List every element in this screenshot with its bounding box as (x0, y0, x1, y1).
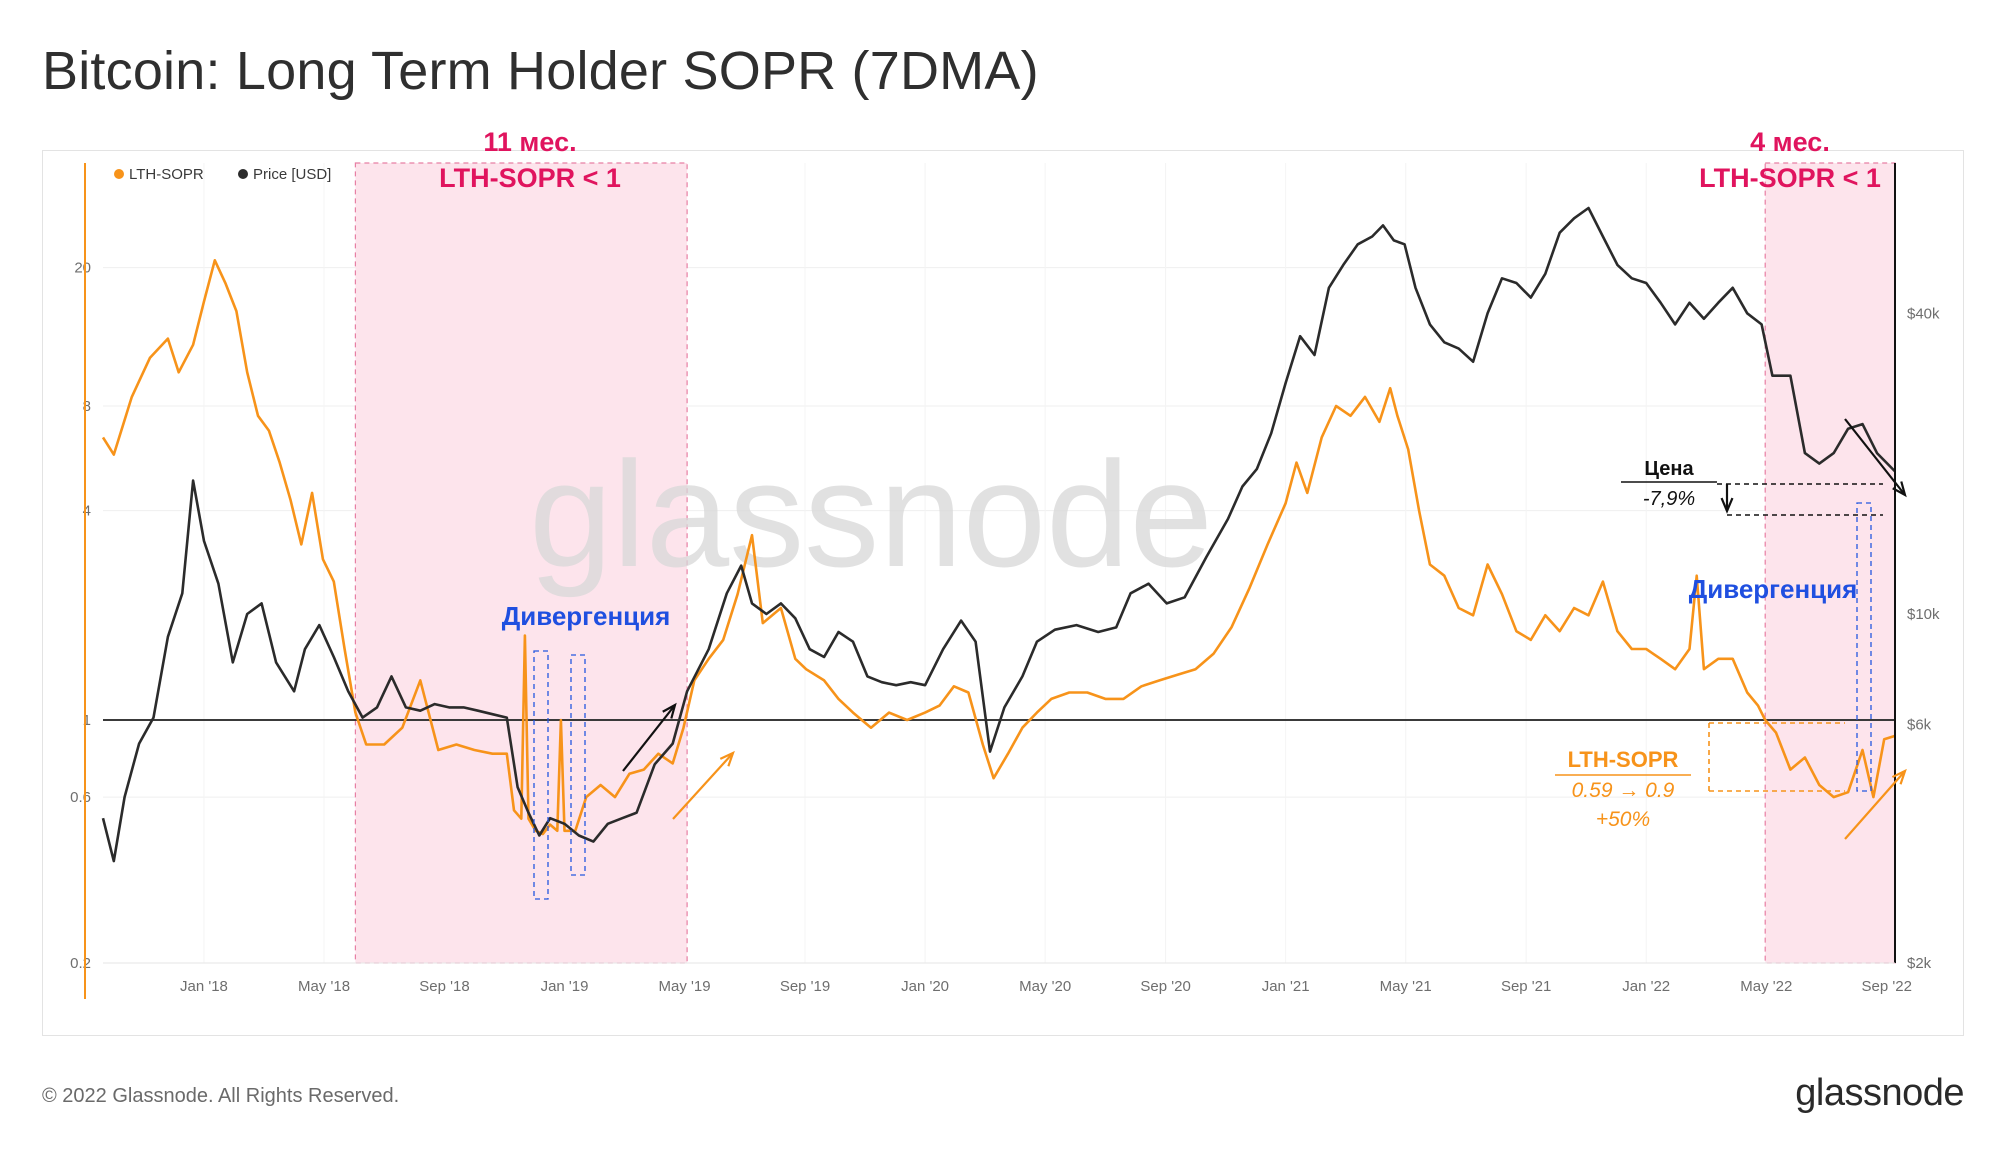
x-tick-label: May '22 (1740, 978, 1792, 995)
x-tick-label: Sep '22 (1862, 978, 1912, 995)
x-tick-label: Jan '19 (541, 978, 589, 995)
annotation-marks (533, 418, 1907, 900)
shaded-period-1 (354, 162, 688, 964)
divergence-arrow-sopr-2 (1844, 770, 1906, 840)
x-tick-label: Jan '20 (901, 978, 949, 995)
y-right-tick-label: $40k (1907, 305, 1940, 322)
x-tick-label: Jan '18 (180, 978, 228, 995)
x-tick-label: May '20 (1019, 978, 1071, 995)
divergence-arrow-sopr-2-head (1891, 768, 1907, 785)
divergence-arrow-price-2 (1844, 418, 1906, 496)
axes: 0.2 0.6 1 4 8 20 $2k $6k $10k $40k Jan '18 May '18 S… (70, 163, 1940, 999)
shaded-period-2 (1764, 162, 1896, 964)
period2-duration: 4 мес. (1750, 127, 1830, 157)
y-right-tick-label: $10k (1907, 606, 1940, 623)
y-left-tick-label: 4 (83, 503, 91, 520)
period2-header: 4 мес. LTH-SOPR < 1 (1660, 124, 1920, 196)
x-tick-label: May '18 (298, 978, 350, 995)
series-line-price (101, 206, 1896, 863)
chart-panel: glassnode 0.2 0.6 1 4 8 20 $2k $6k $10k $40k Jan '… (42, 150, 1964, 1036)
divergence-box-1 (533, 650, 549, 900)
divergence-arrow-sopr-1-head (719, 750, 735, 767)
price-callout-label: Цена (1644, 458, 1694, 480)
price-callout-change: -7,9% (1643, 488, 1695, 510)
sopr-callout-label: LTH-SOPR (1568, 747, 1679, 772)
shaded-periods (354, 162, 1896, 964)
legend-sopr-marker (114, 169, 124, 179)
series-lines (101, 206, 1896, 863)
x-tick-label: Sep '18 (419, 978, 469, 995)
y-left-tick-label: 1 (83, 712, 91, 729)
divergence-arrow-price-2-head (1892, 481, 1907, 498)
y-left-tick-label: 0.6 (70, 789, 91, 806)
x-tick-label: Sep '21 (1501, 978, 1551, 995)
legend-price-label[interactable]: Price [USD] (253, 166, 331, 183)
sopr-callout-pct: +50% (1596, 808, 1650, 831)
legend-price-marker (238, 169, 248, 179)
divergence-arrow-price-1-head (662, 702, 677, 719)
y-left-tick-label: 20 (74, 260, 91, 277)
divergence-label-2: Дивергенция (1689, 574, 1858, 604)
period1-duration: 11 мес. (483, 127, 577, 157)
period2-condition: LTH-SOPR < 1 (1699, 163, 1881, 193)
footer-logo[interactable]: glassnode (1795, 1072, 1964, 1114)
period1-header: 11 мес. LTH-SOPR < 1 (380, 124, 680, 196)
divergence-arrow-price-1 (622, 704, 676, 772)
price-bracket-arrow-head (1720, 497, 1734, 514)
y-left-tick-label: 0.2 (70, 955, 91, 972)
watermark: glassnode (529, 430, 1213, 598)
chart-title: Bitcoin: Long Term Holder SOPR (7DMA) (42, 41, 1039, 101)
y-right-tick-label: $2k (1907, 955, 1932, 972)
divergence-label-1: Дивергенция (502, 601, 671, 631)
x-tick-label: Jan '22 (1622, 978, 1670, 995)
y-right-tick-label: $6k (1907, 717, 1932, 734)
chart: glassnode 0.2 0.6 1 4 8 20 $2k $6k $10k $40k Jan '… (70, 162, 1940, 999)
divergence-arrow-sopr-1 (672, 752, 734, 820)
x-tick-label: May '21 (1380, 978, 1432, 995)
x-tick-label: Sep '20 (1140, 978, 1190, 995)
series-line-lth-sopr (101, 259, 1896, 836)
x-tick-label: May '19 (659, 978, 711, 995)
x-tick-label: Sep '19 (780, 978, 830, 995)
y-left-tick-label: 8 (83, 398, 91, 415)
legend-sopr-label[interactable]: LTH-SOPR (129, 166, 204, 183)
sopr-callout-change: 0.59 → 0.9 (1572, 779, 1675, 802)
legend: LTH-SOPR Price [USD] (114, 166, 331, 183)
copyright: © 2022 Glassnode. All Rights Reserved. (42, 1085, 400, 1107)
divergence-box-3 (1856, 502, 1872, 792)
x-tick-label: Jan '21 (1262, 978, 1310, 995)
period1-condition: LTH-SOPR < 1 (439, 163, 621, 193)
